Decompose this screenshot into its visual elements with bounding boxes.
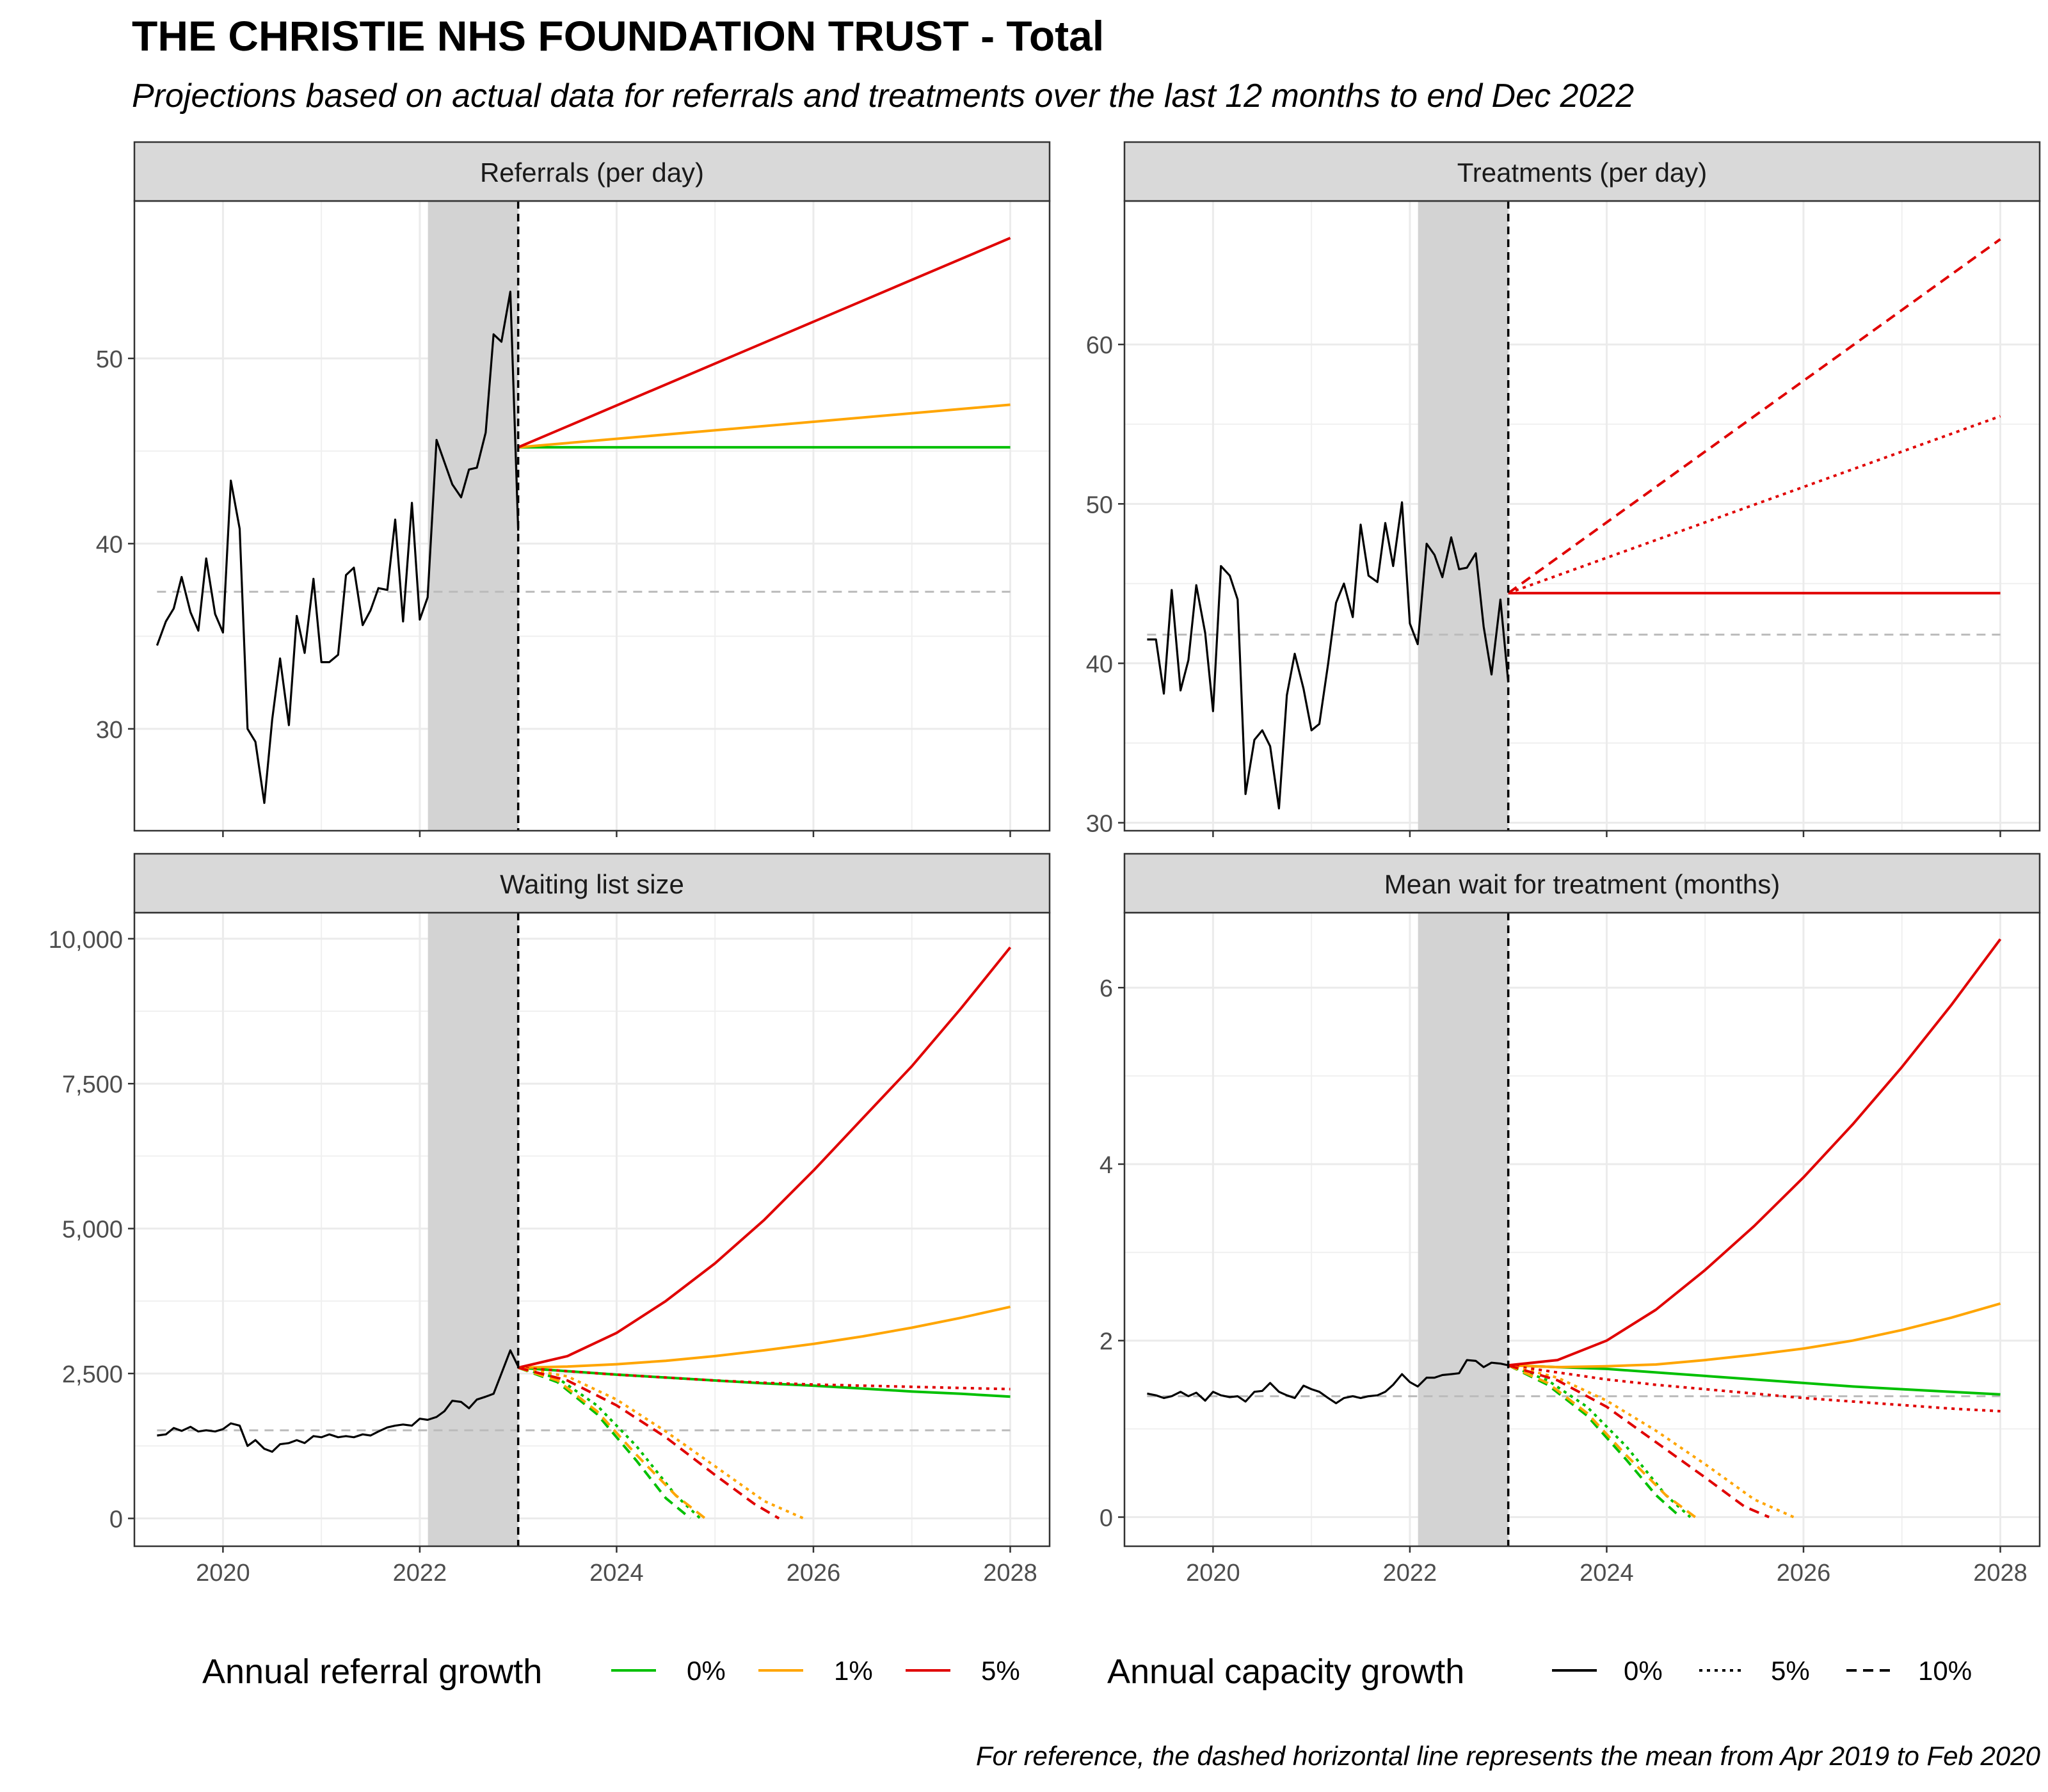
projection-line-ref1-cap0 [1508, 1302, 2001, 1369]
panel-4: Mean wait for treatment (months) 0 2 4 6 2020… [1100, 852, 2041, 1587]
legend-label: 0% [1624, 1656, 1663, 1686]
projection-line-ref5-cap0 [1508, 938, 2002, 1367]
y-tick-label: 50 [1086, 492, 1113, 518]
y-tick-label: 0 [1100, 1505, 1113, 1532]
y-tick-label: 60 [1086, 332, 1113, 359]
projection-line-ref1-cap5 [1508, 1364, 1795, 1519]
facet-strip [133, 852, 1051, 914]
panel-background [1124, 913, 2040, 1546]
actual-series-line [156, 291, 520, 804]
projection-line-ref5-cap5 [1508, 415, 2001, 595]
shaded-period [1418, 201, 1508, 831]
projection-line-ref0-cap10 [518, 1366, 692, 1520]
panel-1: Referrals (per day) 30 40 50 [96, 141, 1051, 837]
projection-line-ref5-cap0 [518, 947, 1012, 1369]
projection-line-ref1-cap0 [518, 403, 1011, 449]
x-tick-label: 2020 [1186, 1560, 1240, 1587]
y-tick-label: 5,000 [62, 1217, 123, 1244]
facet-strip-label: Treatments (per day) [1457, 157, 1708, 188]
x-tick-label: 2024 [1580, 1560, 1634, 1587]
facet-strip-label: Waiting list size [500, 869, 684, 899]
chart-title: THE CHRISTIE NHS FOUNDATION TRUST - Tota… [132, 12, 1105, 60]
facet-strip-label: Referrals (per day) [480, 157, 704, 188]
panel-2: Treatments (per day) 30 40 50 60 [1086, 141, 2041, 838]
shaded-period [428, 201, 518, 831]
y-tick-label: 30 [96, 717, 123, 744]
y-tick-label: 30 [1086, 811, 1113, 838]
projection-line-ref0-cap5 [518, 1366, 701, 1519]
shaded-period [428, 913, 518, 1546]
panel-background [1124, 201, 2040, 831]
projection-line-ref0-cap5 [1507, 1364, 1692, 1518]
legend-referral-growth: Annual referral growth 0% 1% 5% [202, 1652, 1020, 1691]
x-tick-label: 2020 [196, 1560, 250, 1587]
projection-line-ref1-cap10 [518, 1366, 707, 1520]
y-tick-label: 2 [1100, 1329, 1113, 1356]
legend-capacity-growth: Annual capacity growth 0% 5% 10% [1107, 1652, 1972, 1691]
x-tick-label: 2026 [787, 1560, 841, 1587]
chart-subtitle: Projections based on actual data for ref… [132, 77, 1635, 115]
projection-line-ref1-cap0 [518, 1305, 1011, 1369]
actual-series-line [1147, 1359, 1509, 1405]
projection-line-ref5-cap5 [1508, 1364, 2001, 1412]
legend-label: 0% [687, 1656, 726, 1686]
x-tick-label: 2028 [1973, 1560, 2028, 1587]
shaded-period [1418, 913, 1508, 1546]
chart-caption: For reference, the dashed horizontal lin… [975, 1741, 2040, 1771]
projection-line-ref5-cap10 [518, 1366, 780, 1520]
x-tick-label: 2026 [1777, 1560, 1831, 1587]
legend-label: 1% [834, 1656, 873, 1686]
projection-line-ref1-cap5 [518, 1366, 804, 1520]
y-tick-label: 40 [96, 531, 123, 558]
panel-background [134, 201, 1050, 831]
facet-strip [133, 141, 1051, 202]
legend-label: 10% [1918, 1656, 1972, 1686]
projection-line-ref0-cap10 [1507, 1364, 1682, 1518]
legend-title: Annual referral growth [202, 1652, 542, 1691]
y-tick-label: 4 [1100, 1152, 1113, 1179]
y-tick-label: 0 [109, 1507, 123, 1533]
y-tick-label: 7,500 [62, 1071, 123, 1098]
legend-label: 5% [981, 1656, 1020, 1686]
projection-line-ref5-cap10 [1508, 1364, 1770, 1519]
legend-title: Annual capacity growth [1107, 1652, 1464, 1691]
actual-series-line [1147, 501, 1510, 810]
legend-label: 5% [1771, 1656, 1810, 1686]
facet-strip [1123, 141, 2041, 202]
x-tick-label: 2022 [1383, 1560, 1437, 1587]
projection-line-ref5-cap5 [518, 1366, 1011, 1391]
x-tick-label: 2028 [983, 1560, 1037, 1587]
y-tick-label: 6 [1100, 975, 1113, 1002]
projection-line-ref0-cap0 [1508, 1364, 2001, 1396]
projection-line-ref5-cap10 [1507, 238, 2001, 595]
projection-line-ref1-cap10 [1507, 1364, 1696, 1519]
y-tick-label: 10,000 [49, 927, 123, 954]
panel-3: Waiting list size 0 2,500 5,000 7,500 10,000 2… [49, 852, 1051, 1587]
facet-strip [1123, 852, 2041, 914]
facet-strip-label: Mean wait for treatment (months) [1384, 869, 1780, 899]
y-tick-label: 2,500 [62, 1361, 123, 1388]
projection-line-ref5-cap0 [517, 237, 1011, 449]
actual-series-line [157, 1349, 520, 1453]
y-tick-label: 50 [96, 346, 123, 373]
x-tick-label: 2024 [589, 1560, 644, 1587]
y-tick-label: 40 [1086, 651, 1113, 678]
x-tick-label: 2022 [393, 1560, 447, 1587]
